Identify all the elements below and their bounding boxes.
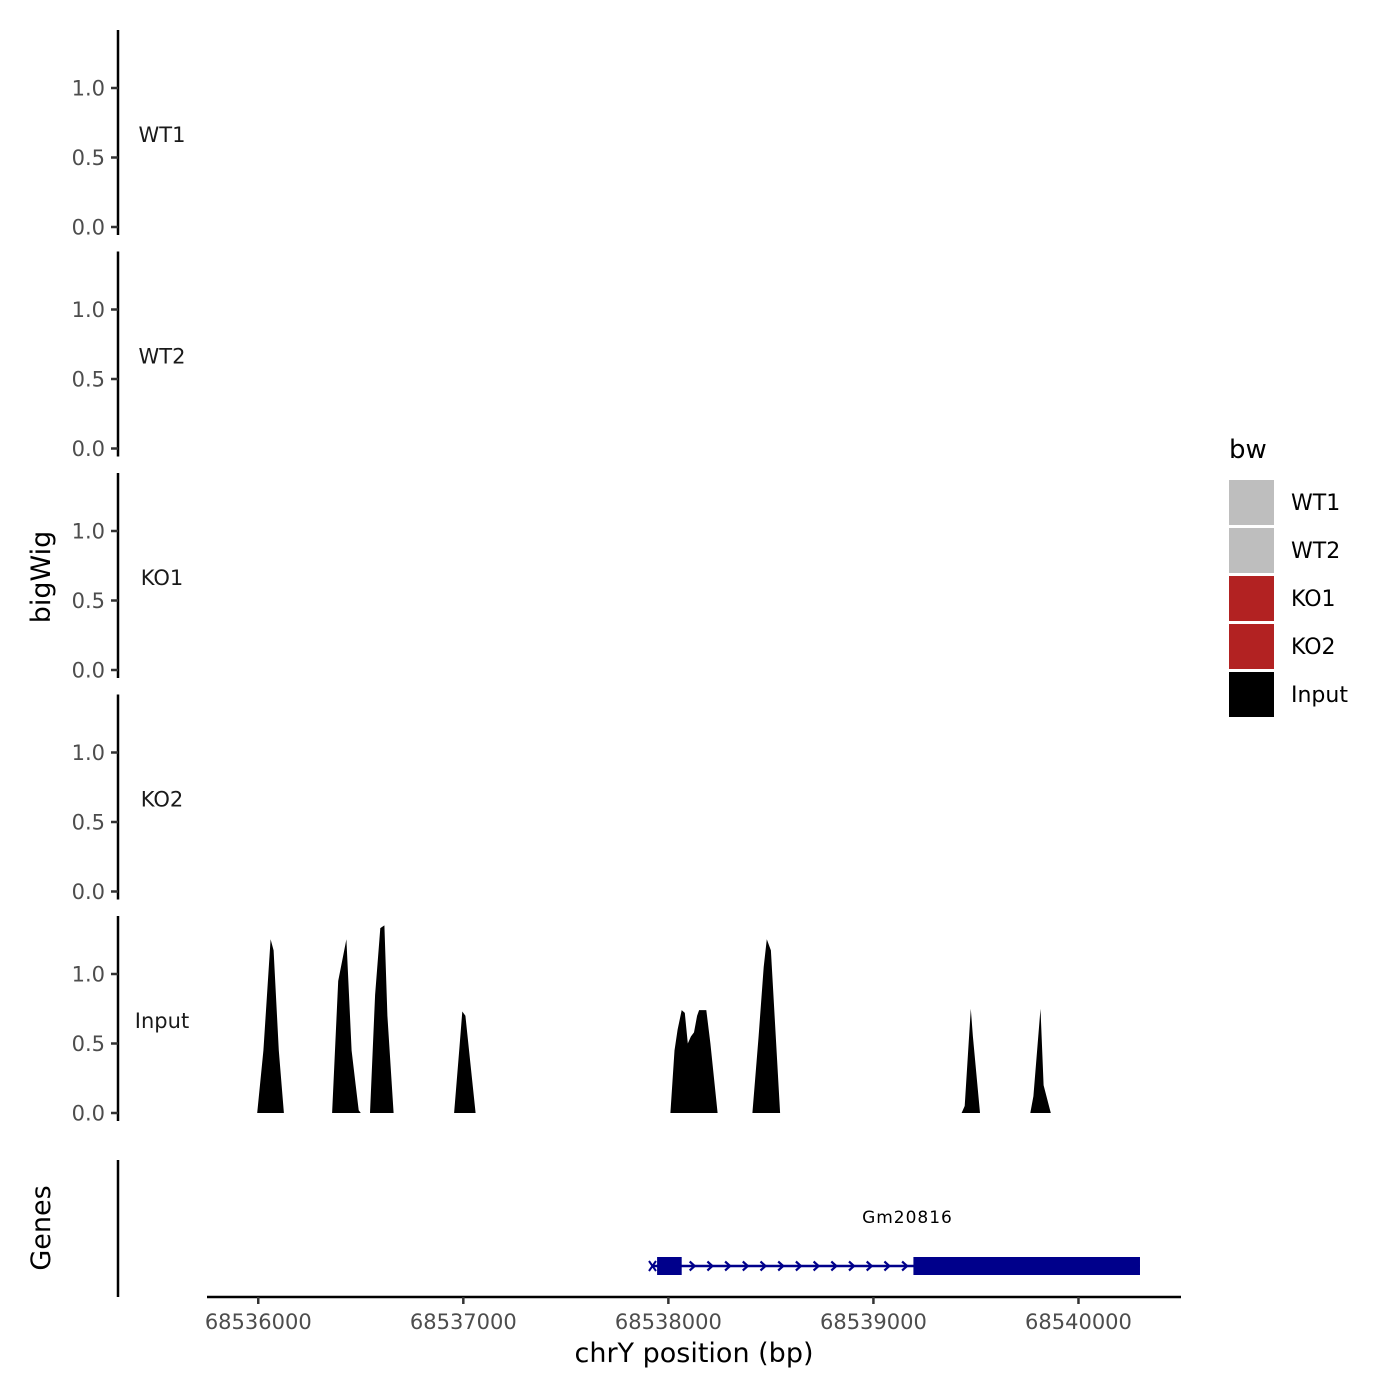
- panel-label: KO2: [141, 788, 184, 812]
- panel-wt2: 0.0 0.5 1.0 WT2: [72, 251, 186, 461]
- legend-swatch: [1229, 624, 1274, 669]
- y-tick-label: 1.0: [72, 77, 105, 101]
- y-tick-label: 0.5: [72, 368, 105, 392]
- panel-label: Input: [135, 1009, 189, 1033]
- gene-exon: [657, 1257, 682, 1275]
- track-panels: 0.00.51.0WT10.00.51.0WT20.00.51.0KO10.00…: [72, 30, 1051, 1126]
- x-axis-title: chrY position (bp): [574, 1338, 813, 1369]
- strand-arrow: [812, 1260, 821, 1272]
- y-tick-label: 1.0: [72, 298, 105, 322]
- y-tick-label: 1.0: [72, 520, 105, 544]
- strand-arrow: [706, 1260, 715, 1272]
- legend-label: KO1: [1291, 587, 1336, 612]
- strand-arrow: [883, 1260, 892, 1272]
- legend-label: KO2: [1291, 635, 1336, 660]
- y-tick-label: 0.0: [72, 880, 105, 904]
- strand-arrow: [795, 1260, 803, 1272]
- y-tick-label: 0.0: [72, 659, 105, 683]
- strand-arrow: [848, 1260, 856, 1272]
- gene-exon: [913, 1257, 1140, 1275]
- strand-arrow: [742, 1260, 750, 1272]
- panel-wt1: 0.0 0.5 1.0 WT1: [72, 30, 186, 240]
- x-tick-label: 68540000: [1025, 1310, 1132, 1334]
- panel-label: KO1: [141, 566, 184, 590]
- gene-start-mark: [648, 1260, 657, 1272]
- legend-title: bw: [1229, 435, 1267, 465]
- legend-swatch: [1229, 528, 1274, 573]
- signal-area: [257, 925, 1051, 1113]
- y-tick-label: 1.0: [72, 963, 105, 987]
- strand-arrow: [688, 1260, 697, 1272]
- y-tick-label: 0.5: [72, 146, 105, 170]
- legend-label: WT1: [1291, 491, 1340, 516]
- strand-arrow: [865, 1260, 874, 1272]
- legend: bw WT1 WT2 KO1 KO2 Input: [1229, 435, 1348, 717]
- panel-label: WT2: [139, 345, 186, 369]
- strand-arrow: [777, 1260, 785, 1272]
- legend-swatch: [1229, 576, 1274, 621]
- strand-arrow: [724, 1260, 732, 1272]
- legend-swatch: [1229, 480, 1274, 525]
- panel-input: 0.0 0.5 1.0 Input: [72, 916, 1051, 1126]
- y-tick-label: 0.0: [72, 1102, 105, 1126]
- y-tick-label: 0.5: [72, 811, 105, 835]
- panel-ko2: 0.0 0.5 1.0 KO2: [72, 694, 184, 904]
- x-tick-label: 68539000: [820, 1310, 927, 1334]
- x-tick-label: 68537000: [410, 1310, 517, 1334]
- legend-label: WT2: [1291, 539, 1340, 564]
- legend-label: Input: [1291, 683, 1348, 708]
- y-tick-label: 0.5: [72, 589, 105, 613]
- strand-arrow: [759, 1260, 768, 1272]
- strand-arrow: [830, 1260, 838, 1272]
- panel-label: WT1: [139, 123, 186, 147]
- x-tick-label: 68538000: [615, 1310, 722, 1334]
- genes-track: Gm20816: [116, 1160, 1140, 1297]
- y-tick-label: 0.5: [72, 1032, 105, 1056]
- y-tick-label: 1.0: [72, 741, 105, 765]
- panel-ko1: 0.0 0.5 1.0 KO1: [72, 473, 184, 683]
- y-axis-title: bigWig: [26, 531, 57, 624]
- x-axis: 68536000 68537000 68538000 68539000 68540000: [205, 1295, 1181, 1334]
- genes-axis-title: Genes: [26, 1185, 57, 1270]
- y-tick-label: 0.0: [72, 216, 105, 240]
- x-tick-label: 68536000: [205, 1310, 312, 1334]
- gene-label: Gm20816: [862, 1208, 953, 1228]
- legend-swatch: [1229, 672, 1274, 717]
- strand-arrow: [901, 1260, 909, 1272]
- gene-gm20816: Gm20816: [648, 1208, 1140, 1275]
- y-tick-label: 0.0: [72, 437, 105, 461]
